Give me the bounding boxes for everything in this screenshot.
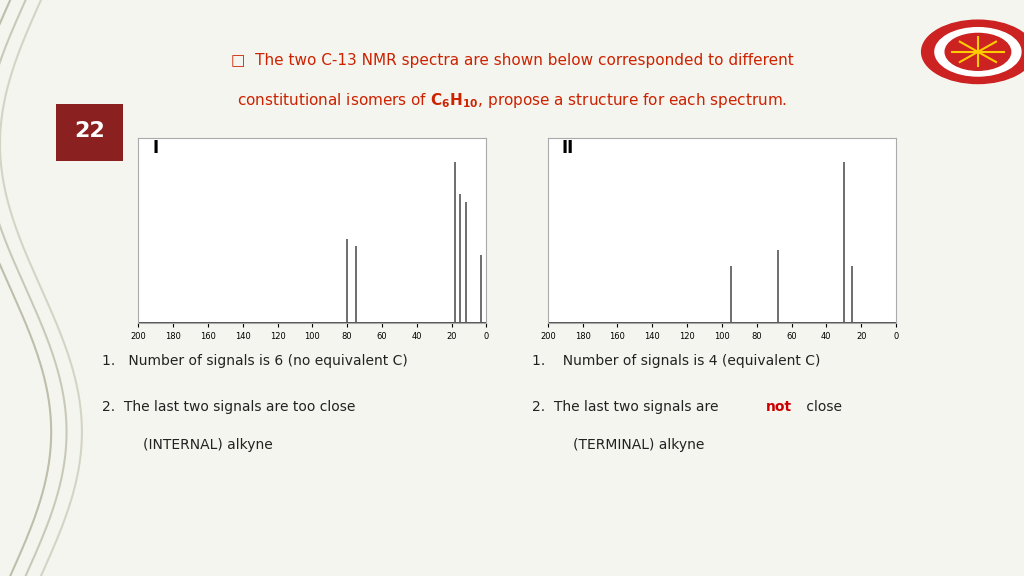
Text: (INTERNAL) alkyne: (INTERNAL) alkyne bbox=[143, 438, 273, 452]
Text: 22: 22 bbox=[75, 121, 105, 141]
Text: □  The two C-13 NMR spectra are shown below corresponded to different: □ The two C-13 NMR spectra are shown bel… bbox=[230, 53, 794, 68]
Text: constitutional isomers of $\mathbf{C_6H_{10}}$, propose a structure for each spe: constitutional isomers of $\mathbf{C_6H_… bbox=[237, 92, 787, 110]
Text: 1.    Number of signals is 4 (equivalent C): 1. Number of signals is 4 (equivalent C) bbox=[532, 354, 821, 368]
Text: close: close bbox=[802, 400, 842, 414]
Circle shape bbox=[945, 33, 1011, 70]
Text: 1.   Number of signals is 6 (no equivalent C): 1. Number of signals is 6 (no equivalent… bbox=[102, 354, 409, 368]
Circle shape bbox=[922, 20, 1024, 84]
Text: 2.  The last two signals are: 2. The last two signals are bbox=[532, 400, 723, 414]
Text: 2.  The last two signals are too close: 2. The last two signals are too close bbox=[102, 400, 355, 414]
Text: (TERMINAL) alkyne: (TERMINAL) alkyne bbox=[573, 438, 705, 452]
FancyBboxPatch shape bbox=[56, 104, 123, 161]
Circle shape bbox=[935, 28, 1021, 76]
Text: not: not bbox=[766, 400, 793, 414]
Text: I: I bbox=[153, 139, 159, 157]
Text: II: II bbox=[562, 139, 574, 157]
